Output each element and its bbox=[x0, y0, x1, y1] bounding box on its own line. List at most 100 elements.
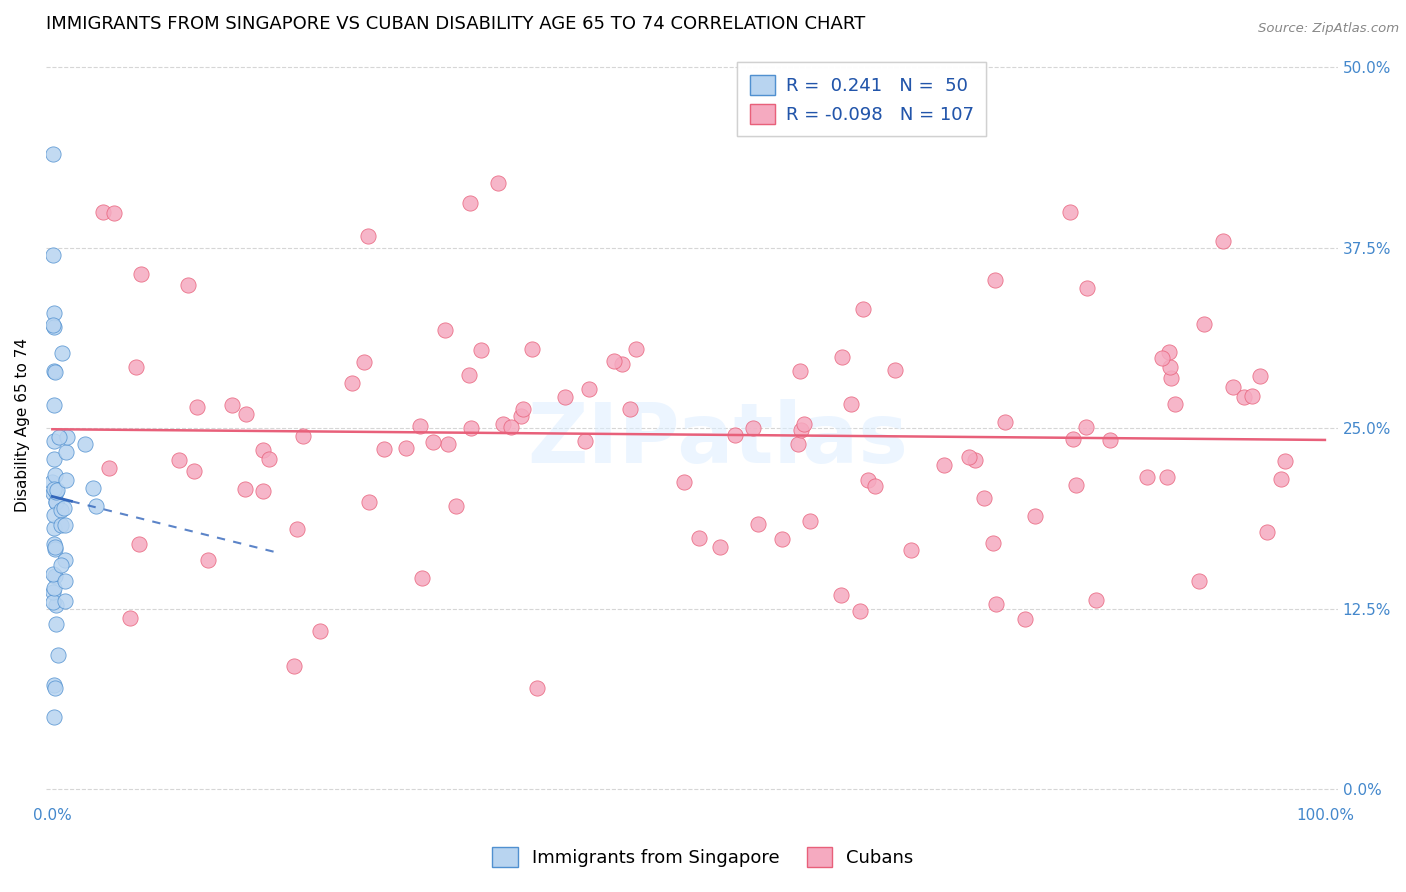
Point bbox=[44, 521, 66, 535]
Point bbox=[42, 584, 65, 599]
Point bbox=[1024, 509, 1046, 524]
Point bbox=[831, 350, 853, 364]
Point bbox=[1064, 478, 1087, 492]
Point bbox=[186, 400, 208, 414]
Point bbox=[56, 430, 79, 444]
Point bbox=[1062, 433, 1084, 447]
Point bbox=[512, 402, 534, 417]
Point bbox=[849, 604, 872, 618]
Point bbox=[125, 360, 148, 375]
Point bbox=[900, 543, 922, 558]
Point bbox=[1059, 204, 1081, 219]
Text: Source: ZipAtlas.com: Source: ZipAtlas.com bbox=[1258, 22, 1399, 36]
Point bbox=[1270, 472, 1292, 486]
Point bbox=[1157, 345, 1180, 359]
Point bbox=[82, 481, 104, 495]
Point bbox=[176, 278, 198, 293]
Point bbox=[42, 363, 65, 377]
Point bbox=[55, 473, 77, 487]
Y-axis label: Disability Age 65 to 74: Disability Age 65 to 74 bbox=[15, 338, 30, 512]
Point bbox=[422, 434, 444, 449]
Point bbox=[48, 430, 70, 444]
Point bbox=[993, 415, 1015, 429]
Point bbox=[42, 452, 65, 467]
Point bbox=[603, 353, 626, 368]
Point bbox=[252, 442, 274, 457]
Point bbox=[411, 571, 433, 585]
Point bbox=[53, 517, 76, 532]
Point bbox=[433, 323, 456, 337]
Point bbox=[42, 595, 65, 609]
Point bbox=[283, 659, 305, 673]
Point bbox=[957, 450, 980, 464]
Point bbox=[470, 343, 492, 358]
Point bbox=[55, 445, 77, 459]
Point bbox=[610, 357, 633, 371]
Point bbox=[1076, 419, 1098, 434]
Point bbox=[688, 532, 710, 546]
Point bbox=[45, 485, 67, 500]
Point bbox=[42, 710, 65, 724]
Point bbox=[981, 535, 1004, 549]
Point bbox=[252, 483, 274, 498]
Point bbox=[233, 482, 256, 496]
Point bbox=[486, 176, 509, 190]
Point bbox=[1256, 524, 1278, 539]
Text: ZIPatlas: ZIPatlas bbox=[527, 400, 908, 480]
Point bbox=[492, 417, 515, 432]
Point bbox=[44, 581, 66, 595]
Point bbox=[619, 402, 641, 417]
Point bbox=[44, 540, 66, 554]
Point bbox=[395, 441, 418, 455]
Point bbox=[1240, 389, 1263, 403]
Point bbox=[865, 479, 887, 493]
Point bbox=[41, 318, 63, 333]
Point bbox=[128, 536, 150, 550]
Point bbox=[73, 437, 96, 451]
Point bbox=[510, 409, 533, 423]
Point bbox=[183, 464, 205, 478]
Point bbox=[984, 273, 1007, 287]
Point bbox=[1076, 281, 1098, 295]
Point bbox=[45, 494, 67, 508]
Point bbox=[973, 491, 995, 505]
Point bbox=[52, 500, 75, 515]
Point bbox=[45, 598, 67, 612]
Text: IMMIGRANTS FROM SINGAPORE VS CUBAN DISABILITY AGE 65 TO 74 CORRELATION CHART: IMMIGRANTS FROM SINGAPORE VS CUBAN DISAB… bbox=[46, 15, 865, 33]
Point bbox=[308, 624, 330, 638]
Point bbox=[1233, 390, 1256, 404]
Point bbox=[1159, 359, 1181, 374]
Point bbox=[44, 541, 66, 556]
Legend: Immigrants from Singapore, Cubans: Immigrants from Singapore, Cubans bbox=[485, 839, 921, 874]
Point bbox=[45, 483, 67, 497]
Point bbox=[709, 540, 731, 554]
Point bbox=[197, 553, 219, 567]
Point bbox=[839, 396, 862, 410]
Point bbox=[45, 495, 67, 509]
Point bbox=[799, 514, 821, 528]
Legend: R =  0.241   N =  50, R = -0.098   N = 107: R = 0.241 N = 50, R = -0.098 N = 107 bbox=[737, 62, 987, 136]
Point bbox=[44, 569, 66, 583]
Point bbox=[41, 475, 63, 489]
Point bbox=[574, 434, 596, 448]
Point bbox=[42, 398, 65, 412]
Point bbox=[1136, 469, 1159, 483]
Point bbox=[458, 196, 481, 211]
Point bbox=[53, 574, 76, 588]
Point bbox=[1085, 592, 1108, 607]
Point bbox=[458, 368, 481, 383]
Point bbox=[221, 398, 243, 412]
Point bbox=[373, 442, 395, 456]
Point bbox=[42, 567, 65, 582]
Point bbox=[884, 363, 907, 377]
Point bbox=[1014, 612, 1036, 626]
Point bbox=[1156, 470, 1178, 484]
Point bbox=[790, 423, 813, 437]
Point bbox=[984, 597, 1007, 611]
Point bbox=[91, 204, 114, 219]
Point bbox=[53, 594, 76, 608]
Point bbox=[129, 268, 152, 282]
Point bbox=[1212, 234, 1234, 248]
Point bbox=[53, 553, 76, 567]
Point bbox=[97, 461, 120, 475]
